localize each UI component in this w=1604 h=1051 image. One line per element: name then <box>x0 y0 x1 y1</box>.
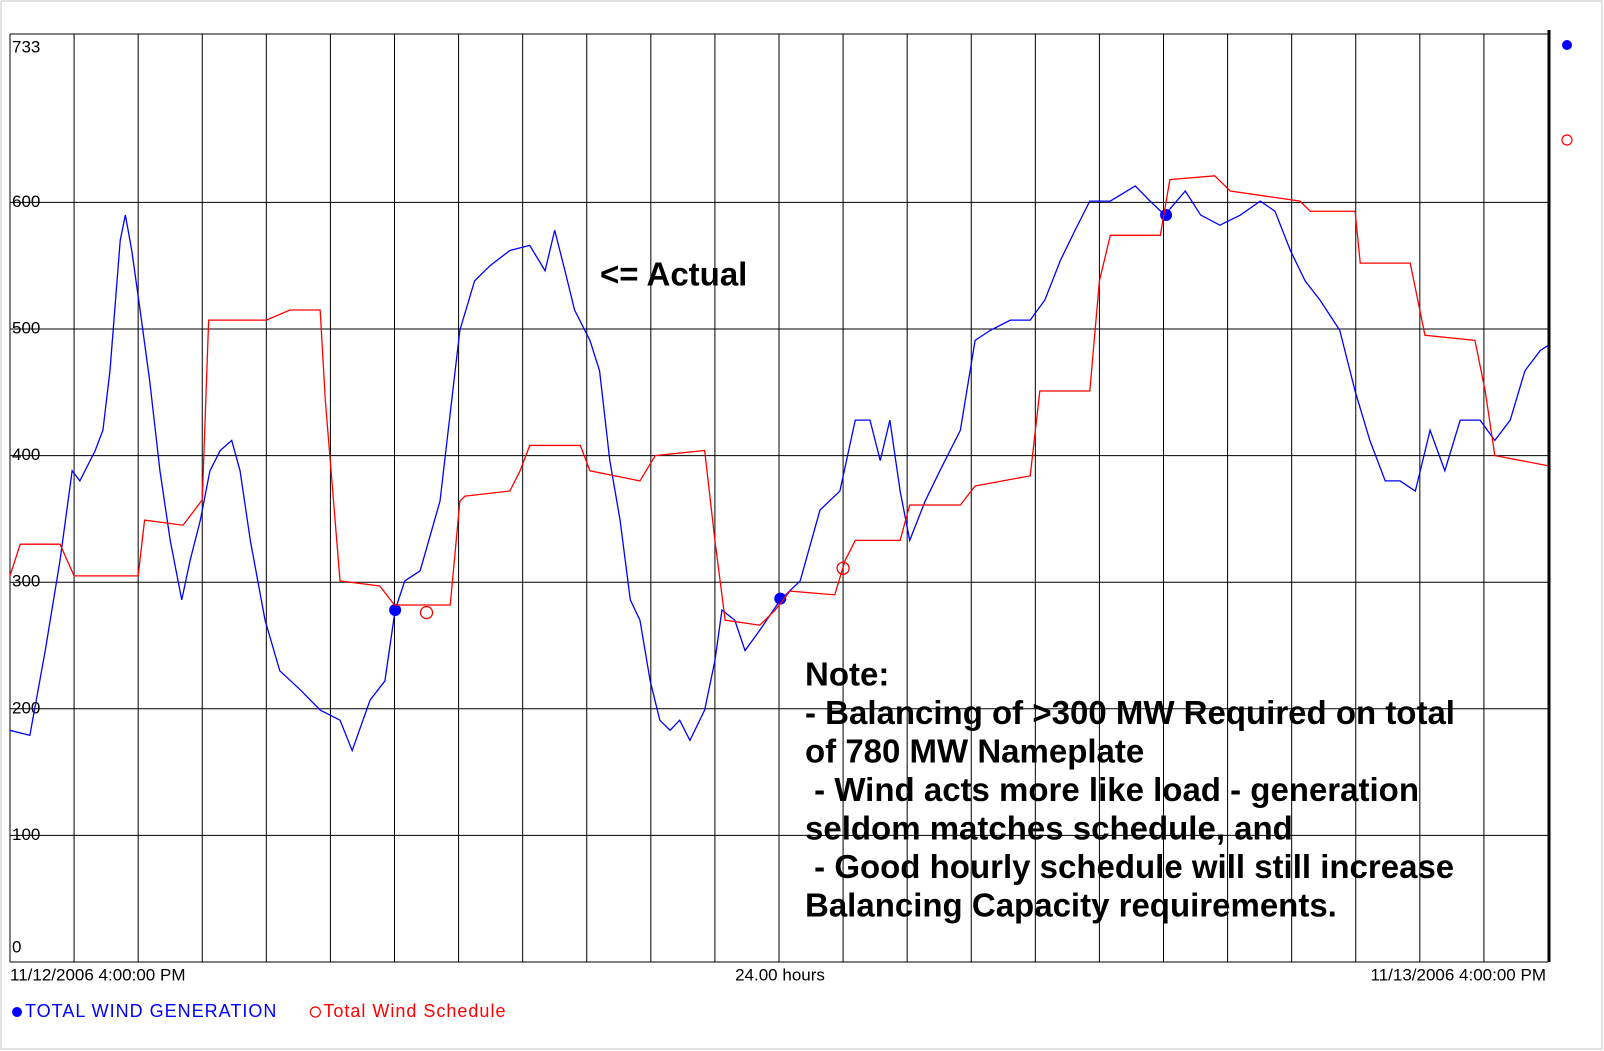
note-line: seldom matches schedule, and <box>805 810 1293 847</box>
legend-label: TOTAL WIND GENERATION <box>25 1001 277 1021</box>
x-end-label: 11/13/2006 4:00:00 PM <box>1371 965 1547 984</box>
x-start-label: 11/12/2006 4:00:00 PM <box>10 965 186 984</box>
annotation: <= Actual <box>600 256 747 293</box>
series-marker <box>774 592 787 605</box>
note-line: - Balancing of >300 MW Required on total <box>805 694 1455 731</box>
note-line: of 780 MW Nameplate <box>805 733 1144 770</box>
y-tick-label: 400 <box>12 445 40 464</box>
note-line: - Good hourly schedule will still increa… <box>805 848 1454 885</box>
grid: 0 100 200 300 400 500 600 733 <box>9 30 1551 963</box>
series-marker <box>1160 209 1173 222</box>
y-tick-label: 500 <box>12 318 40 337</box>
y-tick-label: 0 <box>12 937 21 956</box>
series-line <box>9 185 1549 753</box>
y-tick-label: 200 <box>12 698 40 717</box>
series-marker <box>389 604 402 617</box>
note-block: Note:- Balancing of >300 MW Required on … <box>805 656 1455 924</box>
y-tick-label: 300 <box>12 572 40 591</box>
series-marker <box>836 561 850 575</box>
note-line: Balancing Capacity requirements. <box>805 887 1337 924</box>
series-line <box>9 175 1549 626</box>
note-line: Note: <box>805 656 889 693</box>
y-tick-label: 100 <box>12 825 40 844</box>
legend: TOTAL WIND GENERATION Total Wind Schedule <box>12 40 1573 1021</box>
note-line: - Wind acts more like load - generation <box>805 771 1419 808</box>
legend-edge-marker <box>1562 40 1572 50</box>
legend-marker <box>309 1006 321 1018</box>
y-tick-label: 733 <box>12 37 40 56</box>
legend-label: Total Wind Schedule <box>323 1001 506 1021</box>
plot-lines <box>9 175 1549 753</box>
x-span-label: 24.00 hours <box>735 965 825 984</box>
series-marker <box>419 605 434 620</box>
legend-marker <box>12 1007 22 1017</box>
legend-edge-marker <box>1561 134 1573 146</box>
y-tick-label: 600 <box>12 192 40 211</box>
